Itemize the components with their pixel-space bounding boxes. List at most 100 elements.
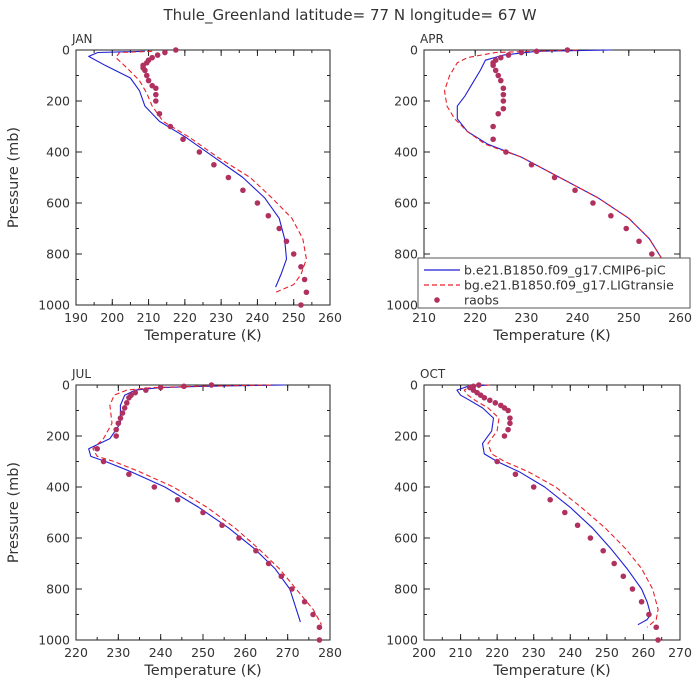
x-tick-label: 190 <box>64 310 88 325</box>
panel-label: OCT <box>420 367 446 381</box>
y-tick-label: 1000 <box>38 633 70 648</box>
x-tick-label: 270 <box>276 645 300 660</box>
raobs-point <box>481 394 488 401</box>
raobs-point <box>124 400 130 406</box>
x-tick-label: 240 <box>149 645 173 660</box>
y-tick-label: 400 <box>394 145 418 160</box>
raobs-point <box>303 289 310 296</box>
raobs-point <box>562 509 568 516</box>
series-line-LIGtransient <box>463 384 659 628</box>
y-tick-label: 800 <box>46 582 70 597</box>
x-tick-label: 260 <box>318 310 342 325</box>
x-tick-label: 250 <box>595 645 619 660</box>
x-axis-label: Temperature (K) <box>492 328 610 344</box>
raobs-point <box>200 509 206 516</box>
y-tick-label: 1000 <box>386 298 418 313</box>
raobs-point <box>301 276 308 283</box>
raobs-point <box>208 382 215 388</box>
raobs-point <box>174 496 181 503</box>
y-tick-label: 0 <box>62 43 70 58</box>
raobs-point <box>301 598 308 605</box>
raobs-point <box>530 484 537 490</box>
raobs-point <box>636 238 642 245</box>
raobs-point <box>490 123 496 130</box>
panel-label: JAN <box>71 32 93 46</box>
panel-jul: 220 230 240 250 260 270 280 0 200 400 600 800 1000 JU… <box>6 367 342 679</box>
plot-frame <box>75 49 331 306</box>
raobs-point <box>505 426 511 433</box>
y-tick-label: 200 <box>46 429 70 444</box>
y-tick-label: 1000 <box>38 298 70 313</box>
x-tick-label: 230 <box>209 310 233 325</box>
y-tick-label: 600 <box>46 531 70 546</box>
x-tick-label: 230 <box>106 645 130 660</box>
y-tick-label: 600 <box>394 196 418 211</box>
raobs-point <box>298 302 304 308</box>
x-tick-label: 220 <box>463 310 487 325</box>
x-tick-label: 250 <box>282 310 306 325</box>
x-tick-label: 250 <box>191 645 215 660</box>
raobs-point <box>153 91 159 98</box>
raobs-point <box>298 263 304 270</box>
raobs-point <box>113 433 120 439</box>
raobs-point <box>113 426 120 433</box>
y-tick-label: 0 <box>410 43 418 58</box>
x-tick-label: 240 <box>245 310 269 325</box>
x-tick-label: 270 <box>668 645 692 660</box>
raobs-point <box>236 535 242 541</box>
raobs-point <box>623 225 630 232</box>
y-tick-label: 400 <box>394 480 418 495</box>
panel-jan: 190 200 210 220 230 240 250 260 0 200 400 600 800 100… <box>6 32 342 344</box>
raobs-point <box>265 212 272 219</box>
x-tick-label: 260 <box>631 645 655 660</box>
x-tick-label: 220 <box>173 310 197 325</box>
raobs-point <box>495 110 502 117</box>
y-tick-label: 400 <box>46 480 70 495</box>
raobs-point <box>219 522 225 529</box>
raobs-point <box>316 624 323 631</box>
y-tick-label: 600 <box>394 531 418 546</box>
raobs-point <box>151 484 158 490</box>
raobs-point <box>119 410 126 416</box>
raobs-point <box>611 560 617 567</box>
raobs-point <box>500 91 507 98</box>
raobs-point <box>225 174 232 181</box>
raobs-point <box>505 52 512 58</box>
x-axis-label: Temperature (K) <box>143 663 261 679</box>
series-line-LIGtransient <box>115 50 307 293</box>
raobs-point <box>153 85 159 92</box>
raobs-point <box>143 72 150 79</box>
raobs-point <box>655 637 661 643</box>
raobs-point <box>142 67 148 74</box>
panel-oct: 200 210 220 230 240 250 260 270 0 200 400 600 800 100… <box>386 367 692 679</box>
raobs-point <box>572 187 578 194</box>
raobs-point <box>157 384 164 391</box>
raobs-point <box>620 573 627 580</box>
y-tick-label: 800 <box>46 247 70 262</box>
raobs-point <box>494 458 500 465</box>
raobs-point <box>126 394 132 401</box>
y-tick-label: 0 <box>410 378 418 393</box>
raobs-point <box>638 598 645 605</box>
y-axis-label: Pressure (mb) <box>6 462 22 563</box>
x-axis-label: Temperature (K) <box>143 328 261 344</box>
x-tick-label: 230 <box>514 310 538 325</box>
raobs-point <box>117 415 124 421</box>
y-tick-label: 800 <box>394 582 418 597</box>
raobs-point <box>253 547 259 554</box>
y-tick-label: 1000 <box>386 633 418 648</box>
raobs-point <box>600 547 606 554</box>
raobs-point <box>507 415 513 421</box>
x-axis-label: Temperature (K) <box>492 663 610 679</box>
raobs-point <box>121 405 128 411</box>
x-tick-label: 260 <box>668 310 692 325</box>
raobs-point <box>290 251 297 257</box>
raobs-point <box>310 611 316 618</box>
raobs-point <box>162 49 168 56</box>
legend-box <box>417 257 691 309</box>
raobs-point <box>254 200 261 206</box>
raobs-point <box>196 149 203 155</box>
raobs-point <box>500 98 507 104</box>
raobs-point <box>492 67 499 74</box>
raobs-point <box>316 637 323 643</box>
